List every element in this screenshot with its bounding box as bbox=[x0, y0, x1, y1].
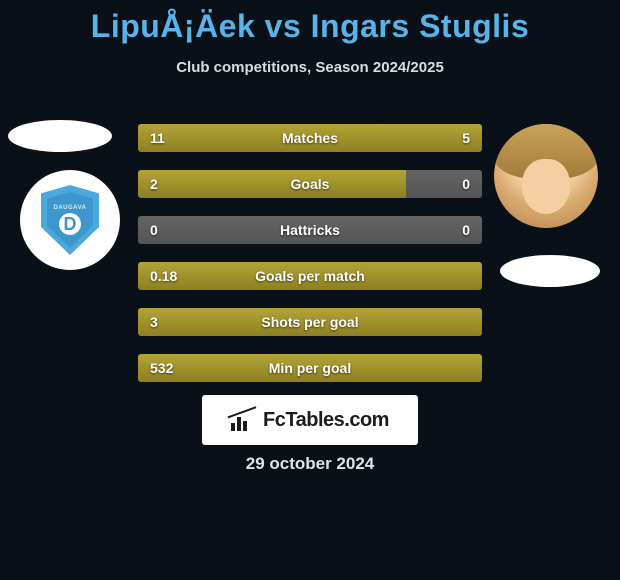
stat-row: 3Shots per goal bbox=[138, 308, 482, 336]
stat-label: Matches bbox=[138, 130, 482, 146]
stat-label: Hattricks bbox=[138, 222, 482, 238]
subtitle: Club competitions, Season 2024/2025 bbox=[0, 59, 620, 76]
stat-value-right: 5 bbox=[462, 130, 470, 146]
player-right-photo bbox=[494, 124, 598, 228]
date-label: 29 october 2024 bbox=[0, 454, 620, 474]
stat-label: Goals per match bbox=[138, 268, 482, 284]
chart-icon bbox=[231, 409, 257, 431]
stat-label: Goals bbox=[138, 176, 482, 192]
player-left-club-badge: DAUGAVA D bbox=[20, 170, 120, 270]
stat-row: 0.18Goals per match bbox=[138, 262, 482, 290]
player-left-photo-placeholder bbox=[8, 120, 112, 152]
page-title: LipuÅ¡Äek vs Ingars Stuglis bbox=[0, 0, 620, 45]
shield-letter: D bbox=[59, 213, 81, 235]
stat-row: 0Hattricks0 bbox=[138, 216, 482, 244]
shield-icon: DAUGAVA D bbox=[41, 185, 99, 255]
stat-row: 11Matches5 bbox=[138, 124, 482, 152]
stat-row: 2Goals0 bbox=[138, 170, 482, 198]
logo-text: FcTables.com bbox=[263, 409, 389, 432]
stat-row: 532Min per goal bbox=[138, 354, 482, 382]
fctables-logo[interactable]: FcTables.com bbox=[202, 395, 418, 445]
stat-label: Shots per goal bbox=[138, 314, 482, 330]
shield-text-top: DAUGAVA bbox=[54, 205, 87, 211]
stats-container: 11Matches52Goals00Hattricks00.18Goals pe… bbox=[138, 124, 482, 400]
player-right-club-placeholder bbox=[500, 255, 600, 287]
stat-value-right: 0 bbox=[462, 176, 470, 192]
stat-value-right: 0 bbox=[462, 222, 470, 238]
stat-label: Min per goal bbox=[138, 360, 482, 376]
